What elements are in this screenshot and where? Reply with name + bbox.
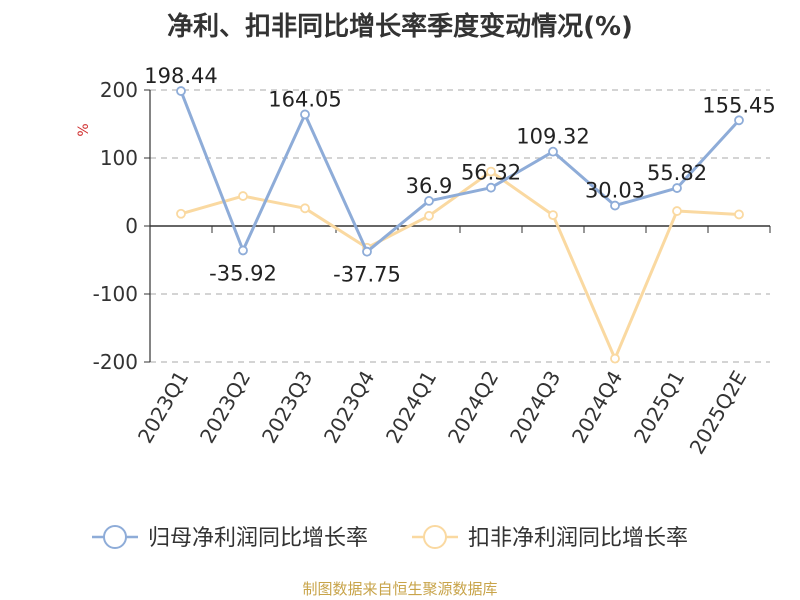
data-point	[176, 208, 186, 219]
y-tick-label: 100	[100, 146, 138, 170]
gridlines	[150, 89, 770, 363]
data-point	[734, 115, 744, 126]
data-point	[548, 210, 558, 221]
series-line-1	[179, 90, 741, 254]
x-tick-label: 2024Q2	[443, 367, 503, 448]
data-point	[610, 200, 620, 211]
x-tick-label: 2025Q2E	[685, 367, 752, 459]
chart-title: 净利、扣非同比增长率季度变动情况(%)	[167, 12, 633, 42]
footer-source: 制图数据来自恒生聚源数据库	[302, 580, 498, 598]
data-label: 55.82	[647, 161, 707, 185]
data-point	[238, 191, 248, 201]
legend-marker	[423, 525, 447, 549]
y-tick-label: -200	[93, 350, 138, 374]
x-tick-label: 2025Q1	[629, 367, 689, 448]
data-label: -37.75	[333, 263, 401, 287]
data-label: 155.45	[702, 93, 775, 117]
data-label: 36.9	[406, 174, 453, 198]
x-tick-label: 2024Q4	[567, 367, 627, 448]
x-tick-label: 2023Q4	[319, 367, 379, 448]
y-tick-label: 0	[125, 214, 138, 238]
x-tick-label: 2024Q1	[381, 367, 441, 448]
data-point	[734, 209, 744, 220]
y-tick-label: 200	[100, 78, 138, 102]
x-tick-label: 2024Q3	[505, 367, 565, 448]
data-label: 56.32	[461, 161, 521, 185]
data-label: 109.32	[516, 125, 589, 149]
legend-label: 扣非净利润同比增长率	[468, 526, 688, 551]
data-point	[176, 86, 186, 96]
data-point	[486, 182, 496, 193]
legend: 归母净利润同比增长率 扣非净利润同比增长率	[92, 525, 688, 551]
x-tick-label: 2023Q2	[195, 367, 255, 448]
data-label: 198.44	[144, 64, 217, 88]
series-lines	[176, 86, 744, 364]
y-axis-label: %	[76, 123, 92, 136]
data-point	[486, 166, 496, 177]
data-point	[424, 210, 434, 221]
data-point	[672, 206, 682, 216]
data-label: 30.03	[585, 179, 645, 203]
legend-marker	[103, 525, 127, 549]
data-labels: 198.44 -35.92 164.05 -37.75 36.9 56.32 109.32 3…	[144, 64, 775, 287]
x-tick-label: 2023Q3	[257, 367, 317, 448]
legend-label: 归母净利润同比增长率	[148, 526, 368, 551]
y-tick-label: -100	[93, 282, 138, 306]
data-point	[362, 246, 372, 257]
x-tick-label: 2023Q1	[133, 367, 193, 448]
data-point	[548, 146, 558, 157]
data-label: 164.05	[268, 87, 341, 111]
data-point	[300, 203, 310, 214]
data-label: -35.92	[209, 261, 277, 285]
data-point	[672, 183, 682, 193]
data-point	[238, 245, 248, 256]
data-point	[610, 353, 620, 364]
data-point	[300, 109, 310, 120]
data-point	[424, 196, 434, 206]
